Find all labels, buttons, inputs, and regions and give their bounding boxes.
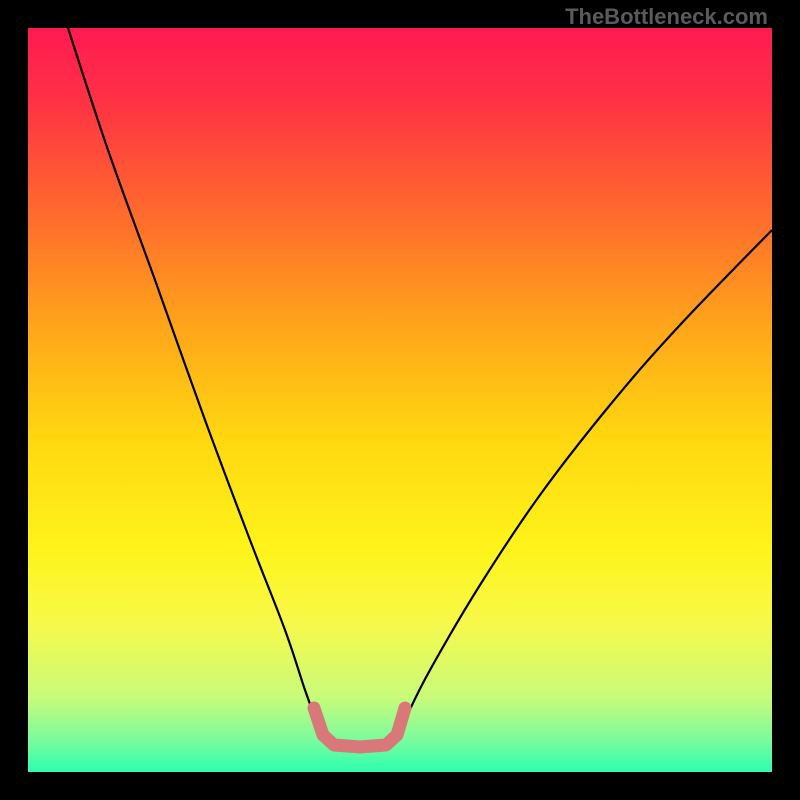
left-curve (68, 28, 322, 738)
curve-layer (0, 0, 800, 800)
valley-marker (314, 708, 405, 747)
right-curve (398, 230, 772, 738)
chart-frame: TheBottleneck.com (0, 0, 800, 800)
watermark: TheBottleneck.com (565, 4, 768, 30)
